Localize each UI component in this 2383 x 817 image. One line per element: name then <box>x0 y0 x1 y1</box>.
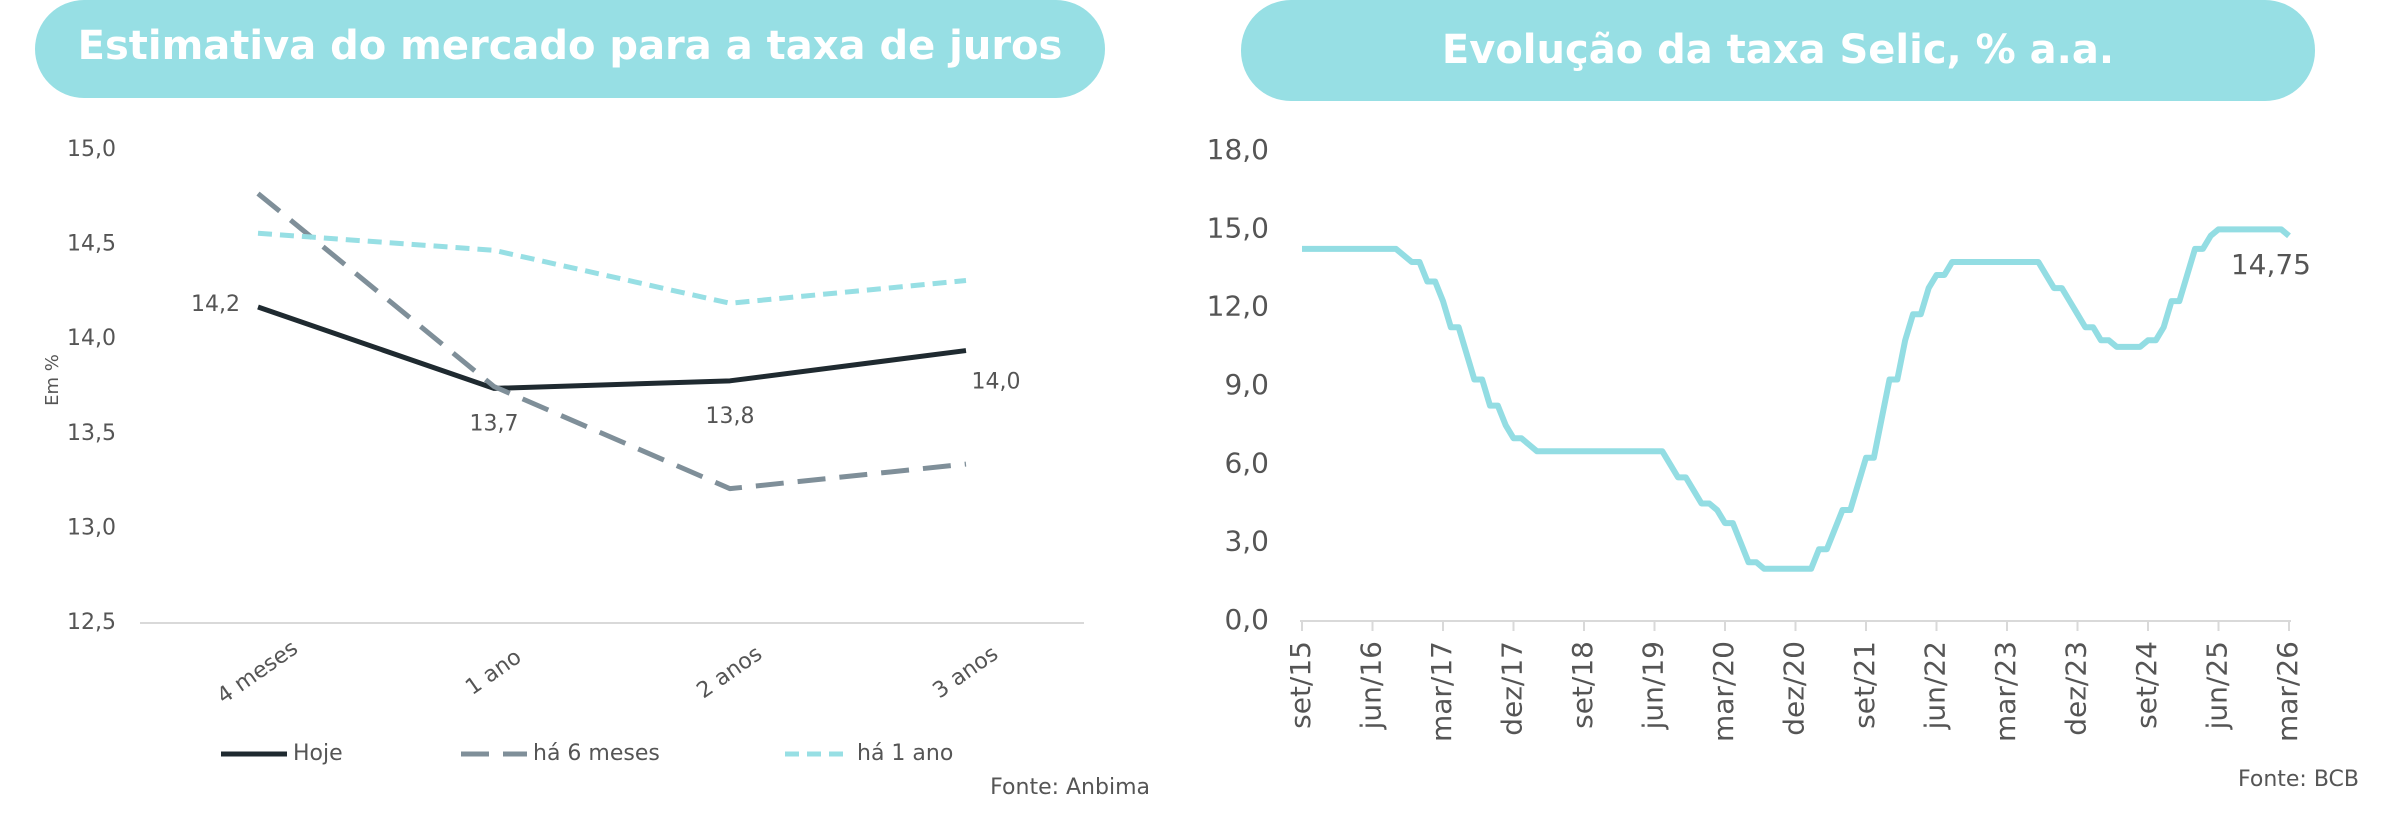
data-label: 14,2 <box>191 292 240 317</box>
y-tick-label: 9,0 <box>1224 368 1269 401</box>
x-tick-label: dez/17 <box>1496 641 1529 736</box>
x-tick-label: set/24 <box>2130 641 2163 729</box>
x-tick-label: 4 meses <box>213 636 303 709</box>
legend-label: há 6 meses <box>533 741 660 766</box>
x-tick-label: mar/20 <box>1707 641 1740 742</box>
series-line <box>257 304 967 391</box>
series-line <box>257 230 967 306</box>
x-tick-label: 1 ano <box>461 645 526 701</box>
series-line <box>1302 226 2291 572</box>
x-tick-label: dez/20 <box>1778 641 1811 736</box>
y-tick-label: 12,5 <box>67 610 116 635</box>
title-pill <box>1241 0 2315 101</box>
legend-label: Hoje <box>293 741 343 766</box>
x-tick-label: dez/23 <box>2060 641 2093 736</box>
source: Fonte: BCB <box>2238 767 2359 792</box>
legend-label: há 1 ano <box>857 741 953 766</box>
x-tick-label: mar/23 <box>1989 641 2022 742</box>
title-pill <box>35 0 1105 98</box>
data-label: 14,0 <box>972 370 1021 395</box>
series-line <box>256 191 967 492</box>
x-tick-label: set/18 <box>1566 641 1599 729</box>
x-tick-label: jun/25 <box>2201 641 2234 730</box>
y-axis-label: Em % <box>42 354 63 406</box>
data-label: 13,8 <box>706 404 755 429</box>
y-tick-label: 15,0 <box>67 137 116 162</box>
x-tick-label: set/21 <box>1848 641 1881 729</box>
y-tick-label: 14,5 <box>67 232 116 257</box>
y-tick-label: 3,0 <box>1224 525 1269 558</box>
x-tick-label: 3 anos <box>929 641 1003 704</box>
y-tick-label: 14,0 <box>67 326 116 351</box>
y-tick-label: 6,0 <box>1224 446 1269 479</box>
y-tick-label: 12,0 <box>1207 290 1269 323</box>
y-tick-label: 0,0 <box>1224 603 1269 636</box>
y-tick-label: 18,0 <box>1207 133 1269 166</box>
y-tick-label: 13,5 <box>67 421 116 446</box>
chart-title: Evolução da taxa Selic, % a.a. <box>1442 27 2114 73</box>
x-tick-label: jun/19 <box>1637 641 1670 730</box>
y-tick-label: 15,0 <box>1207 211 1269 244</box>
x-tick-label: mar/17 <box>1425 641 1458 742</box>
y-tick-label: 13,0 <box>67 515 116 540</box>
x-tick-label: jun/22 <box>1919 641 1952 730</box>
x-tick-label: mar/26 <box>2271 641 2304 742</box>
data-label: 14,75 <box>2231 248 2311 281</box>
chart-title: Estimativa do mercado para a taxa de jur… <box>78 23 1063 69</box>
x-tick-label: jun/16 <box>1355 641 1388 730</box>
source: Fonte: Anbima <box>990 775 1150 800</box>
x-tick-label: 2 anos <box>693 641 767 704</box>
x-tick-label: set/15 <box>1284 641 1317 729</box>
data-label: 13,7 <box>470 411 519 436</box>
